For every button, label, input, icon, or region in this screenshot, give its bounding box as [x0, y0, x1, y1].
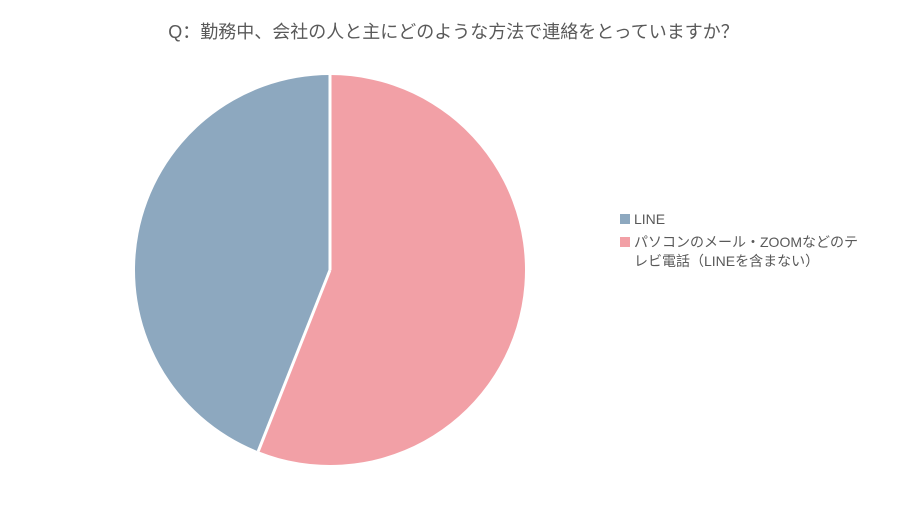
legend-label: LINE	[634, 210, 665, 229]
legend: LINE パソコンのメール・ZOOMなどのテレビ電話（LINEを含まない）	[620, 210, 880, 275]
legend-swatch-pc	[620, 237, 630, 247]
pie-svg	[130, 70, 530, 470]
legend-item: LINE	[620, 210, 880, 229]
chart-container: Q：勤務中、会社の人と主にどのような方法で連絡をとっていますか？ LINE パソ…	[0, 0, 907, 510]
pie-chart	[130, 70, 530, 470]
chart-title: Q：勤務中、会社の人と主にどのような方法で連絡をとっていますか？	[0, 18, 907, 44]
legend-swatch-line	[620, 214, 630, 224]
legend-label: パソコンのメール・ZOOMなどのテレビ電話（LINEを含まない）	[634, 233, 864, 271]
legend-item: パソコンのメール・ZOOMなどのテレビ電話（LINEを含まない）	[620, 233, 880, 271]
